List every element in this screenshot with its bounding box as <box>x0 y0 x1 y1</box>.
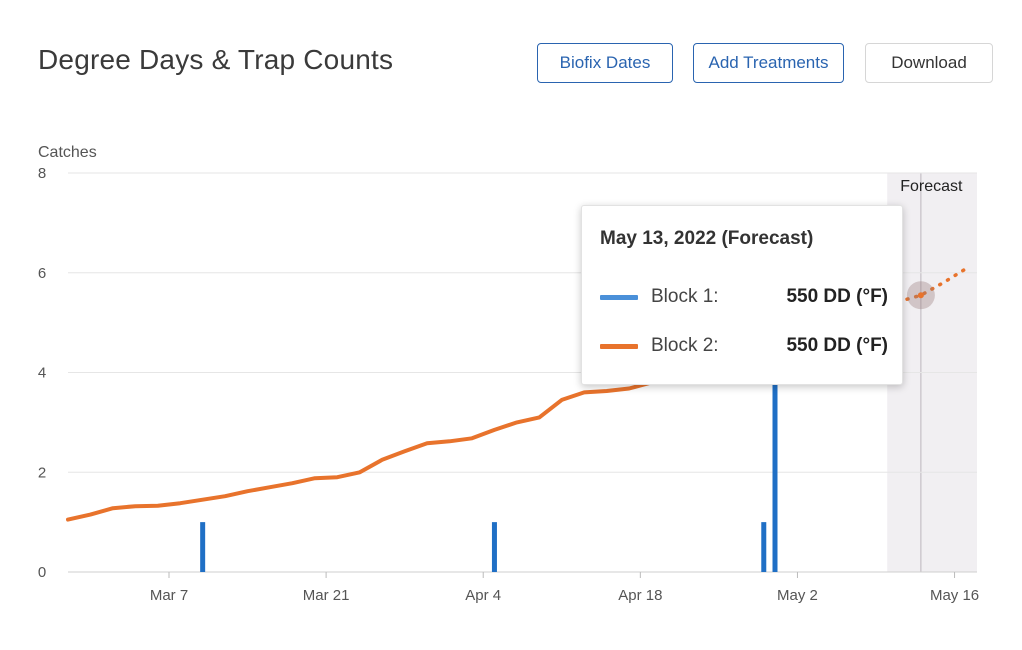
y-tick-label: 2 <box>38 464 46 481</box>
forecast-dotted-line <box>896 267 968 304</box>
page-title: Degree Days & Trap Counts <box>38 44 394 75</box>
y-tick-label: 4 <box>38 365 46 382</box>
trap-count-bar <box>491 522 497 572</box>
x-tick-label: May 2 <box>777 587 818 604</box>
hover-point <box>917 292 924 299</box>
tooltip-value-block-2: 550 DD (°F) <box>786 335 888 356</box>
y-tick-label: 6 <box>38 265 46 282</box>
tooltip-label-block-1: Block 1: <box>651 286 719 307</box>
y-axis-label: Catches <box>38 144 97 161</box>
tooltip-row-block-1: Block 1: 550 DD (°F) <box>600 286 890 310</box>
forecast-label: Forecast <box>900 178 963 195</box>
download-button[interactable]: Download <box>865 43 993 83</box>
tooltip-title: May 13, 2022 (Forecast) <box>600 228 814 249</box>
add-treatments-button[interactable]: Add Treatments <box>693 43 844 83</box>
x-tick-label: Apr 18 <box>618 587 662 604</box>
x-tick-label: May 16 <box>930 587 979 604</box>
biofix-dates-button[interactable]: Biofix Dates <box>537 43 673 83</box>
y-tick-label: 8 <box>38 165 46 182</box>
tooltip-value-block-1: 550 DD (°F) <box>786 286 888 307</box>
y-tick-label: 0 <box>38 564 46 581</box>
chart-tooltip: May 13, 2022 (Forecast) Block 1: 550 DD … <box>581 205 903 385</box>
block-2-legend-swatch <box>600 344 638 349</box>
x-tick-label: Apr 4 <box>465 587 501 604</box>
x-tick-label: Mar 21 <box>303 587 350 604</box>
x-tick-label: Mar 7 <box>150 587 188 604</box>
block-1-legend-swatch <box>600 295 638 300</box>
tooltip-label-block-2: Block 2: <box>651 335 719 356</box>
trap-count-bar <box>200 522 206 572</box>
trap-count-bar <box>772 372 778 572</box>
tooltip-row-block-2: Block 2: 550 DD (°F) <box>600 335 890 359</box>
trap-count-bar <box>761 522 767 572</box>
